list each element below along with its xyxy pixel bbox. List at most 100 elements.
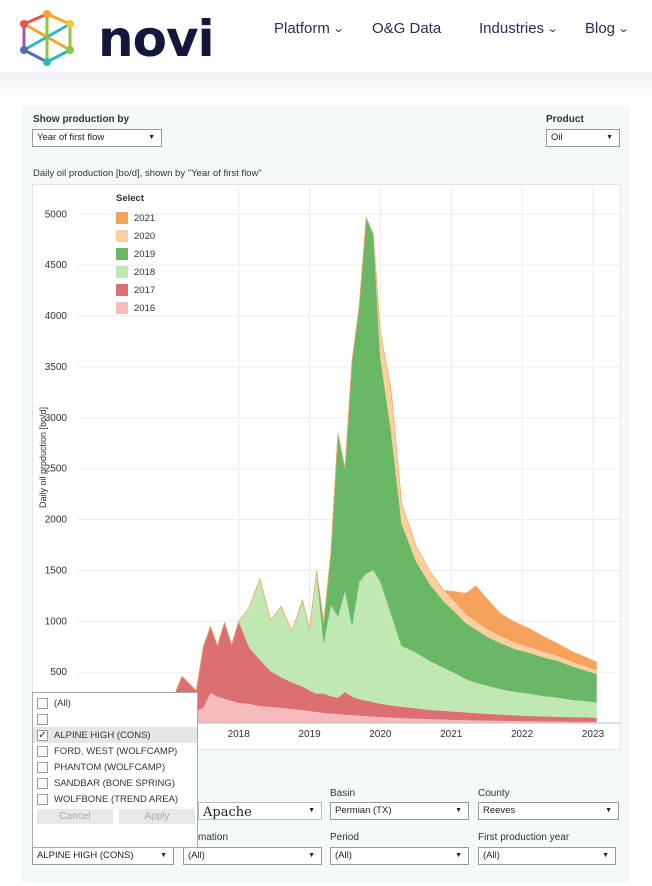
x-tick-label: 2020 bbox=[369, 729, 392, 740]
formation-select[interactable]: (All) ▼ bbox=[183, 847, 322, 865]
dropdown-option-label: SANDBAR (BONE SPRING) bbox=[54, 777, 175, 789]
nav-industries-label: Industries bbox=[479, 20, 545, 37]
legend-swatch bbox=[116, 266, 128, 278]
legend-title: Select bbox=[116, 193, 144, 204]
caret-down-icon: ▼ bbox=[605, 807, 612, 814]
product-select[interactable]: Oil ▼ bbox=[546, 129, 620, 147]
legend-label: 2021 bbox=[134, 212, 156, 224]
dropdown-option[interactable]: PHANTOM (WOLFCAMP) bbox=[33, 759, 197, 775]
operator-select[interactable]: Apache ▼ bbox=[198, 802, 322, 820]
basin-label: Basin bbox=[330, 788, 356, 799]
x-tick-label: 2023 bbox=[582, 729, 605, 740]
dropdown-option-label: FORD, WEST (WOLFCAMP) bbox=[54, 745, 178, 757]
operator-overlay-text: Apache bbox=[203, 805, 252, 820]
dropdown-option[interactable]: (All) bbox=[33, 695, 197, 711]
y-tick-label: 5000 bbox=[45, 209, 68, 220]
y-tick-label: 1000 bbox=[45, 616, 68, 627]
period-select[interactable]: (All) ▼ bbox=[330, 847, 469, 865]
product-value: Oil bbox=[551, 132, 563, 143]
nav-og-data-label: O&G Data bbox=[372, 20, 442, 37]
legend-label: 2016 bbox=[134, 302, 156, 314]
legend-item-2020[interactable]: 2020 bbox=[116, 227, 155, 245]
x-tick-label: 2021 bbox=[440, 729, 463, 740]
legend-swatch bbox=[116, 302, 128, 314]
y-tick-label: 500 bbox=[50, 667, 67, 678]
field-select-value: ALPINE HIGH (CONS) bbox=[37, 850, 134, 861]
y-tick-label: 4000 bbox=[45, 311, 68, 322]
chevron-down-icon: ⌄ bbox=[617, 23, 630, 35]
legend-item-2016[interactable]: 2016 bbox=[116, 299, 155, 317]
checkbox[interactable] bbox=[37, 745, 48, 757]
basin-select[interactable]: Permian (TX) ▼ bbox=[330, 802, 469, 820]
caret-down-icon: ▼ bbox=[606, 134, 613, 141]
legend-label: 2020 bbox=[134, 230, 156, 242]
header-shadow bbox=[0, 72, 652, 100]
y-axis-label: Daily oil production [bo/d] bbox=[38, 406, 48, 508]
legend-item-2019[interactable]: 2019 bbox=[116, 245, 155, 263]
legend-label: 2018 bbox=[134, 266, 156, 278]
first-year-value: (All) bbox=[483, 850, 500, 861]
x-tick-label: 2019 bbox=[298, 729, 321, 740]
checkbox[interactable] bbox=[37, 761, 48, 773]
first-year-select[interactable]: (All) ▼ bbox=[478, 847, 616, 865]
y-tick-label: 3000 bbox=[45, 413, 68, 424]
dropdown-option-label: WOLFBONE (TREND AREA) bbox=[54, 793, 179, 805]
show-by-label: Show production by bbox=[33, 114, 130, 125]
checkbox[interactable] bbox=[37, 713, 48, 725]
cancel-button[interactable]: Cancel bbox=[37, 809, 113, 824]
legend-swatch bbox=[116, 230, 128, 242]
area-series-2021 bbox=[96, 217, 597, 722]
chart-area: 500 1000 1500 2000 2500 3000 3500 4000 4500 5000 2… bbox=[32, 184, 621, 750]
county-label: County bbox=[478, 788, 510, 799]
caret-down-icon: ▼ bbox=[148, 134, 155, 141]
dropdown-option[interactable]: WOLFBONE (TREND AREA) bbox=[33, 791, 197, 807]
caret-down-icon: ▼ bbox=[308, 807, 315, 814]
checkbox[interactable] bbox=[37, 777, 48, 789]
nav-industries[interactable]: Industries ⌄ bbox=[479, 20, 559, 37]
dropdown-option-label: (All) bbox=[54, 697, 71, 709]
caret-down-icon: ▼ bbox=[455, 852, 462, 859]
legend-label: 2017 bbox=[134, 284, 156, 296]
nav-blog[interactable]: Blog ⌄ bbox=[585, 20, 630, 37]
chart-legend: Select 2021 2020 2019 2018 2017 2016 bbox=[116, 193, 155, 317]
formation-label: mation bbox=[198, 832, 229, 843]
legend-item-2017[interactable]: 2017 bbox=[116, 281, 155, 299]
show-by-value: Year of first flow bbox=[37, 132, 105, 143]
apply-button[interactable]: Apply bbox=[119, 809, 195, 824]
first-year-label: First production year bbox=[478, 832, 570, 843]
field-dropdown-list: (All) ✓ ALPINE HIGH (CONS) FORD, WEST (WOLF… bbox=[32, 692, 198, 848]
basin-value: Permian (TX) bbox=[335, 805, 392, 816]
formation-value: (All) bbox=[188, 850, 205, 861]
novi-logo[interactable]: novi bbox=[14, 8, 215, 68]
product-label: Product bbox=[546, 114, 584, 125]
legend-swatch bbox=[116, 248, 128, 260]
dropdown-option[interactable] bbox=[33, 711, 197, 727]
dropdown-option-label: PHANTOM (WOLFCAMP) bbox=[54, 761, 166, 773]
dropdown-option[interactable]: FORD, WEST (WOLFCAMP) bbox=[33, 743, 197, 759]
y-tick-label: 2000 bbox=[45, 515, 68, 526]
show-by-select[interactable]: Year of first flow ▼ bbox=[32, 129, 162, 147]
period-value: (All) bbox=[335, 850, 352, 861]
chevron-down-icon: ⌄ bbox=[332, 23, 345, 35]
field-select[interactable]: ALPINE HIGH (CONS) ▼ bbox=[32, 847, 174, 865]
period-label: Period bbox=[330, 832, 359, 843]
y-tick-label: 1500 bbox=[45, 565, 68, 576]
site-header: novi Platform ⌄ O&G Data Industries ⌄ Blog… bbox=[0, 0, 652, 72]
dropdown-option[interactable]: ✓ ALPINE HIGH (CONS) bbox=[33, 727, 197, 743]
nav-og-data[interactable]: O&G Data bbox=[372, 20, 441, 37]
checkbox[interactable] bbox=[37, 697, 48, 709]
legend-item-2021[interactable]: 2021 bbox=[116, 209, 155, 227]
chevron-down-icon: ⌄ bbox=[546, 23, 559, 35]
legend-item-2018[interactable]: 2018 bbox=[116, 263, 155, 281]
dropdown-option[interactable]: SANDBAR (BONE SPRING) bbox=[33, 775, 197, 791]
caret-down-icon: ▼ bbox=[308, 852, 315, 859]
y-tick-label: 2500 bbox=[45, 464, 68, 475]
nav-platform-label: Platform bbox=[274, 20, 330, 37]
county-value: Reeves bbox=[483, 805, 516, 816]
caret-down-icon: ▼ bbox=[160, 852, 167, 859]
nav-platform[interactable]: Platform ⌄ bbox=[274, 20, 345, 37]
dropdown-option-label: ALPINE HIGH (CONS) bbox=[54, 729, 151, 741]
checkbox[interactable] bbox=[37, 793, 48, 805]
county-select[interactable]: Reeves ▼ bbox=[478, 802, 619, 820]
checkbox[interactable]: ✓ bbox=[37, 729, 48, 741]
